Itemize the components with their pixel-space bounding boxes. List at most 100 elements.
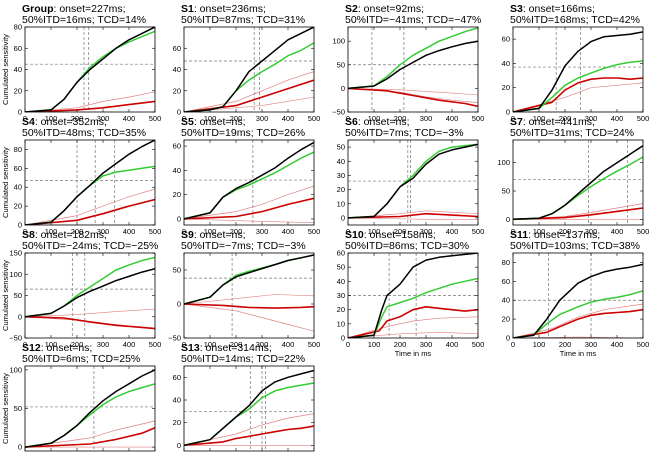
panel-title: S6: onset=ns; — [345, 116, 410, 128]
x-tick-label: 500 — [308, 227, 321, 236]
series-red-thin — [184, 303, 314, 332]
series-red-thin — [25, 188, 155, 225]
x-tick-label: 100 — [45, 227, 58, 236]
y-axis-label: Cumulated sensitivity — [1, 34, 10, 105]
series-group — [25, 140, 155, 225]
series-black — [513, 31, 643, 112]
y-tick-label: 0 — [177, 108, 181, 117]
y-tick-label: 60 — [337, 249, 345, 258]
series-red-thin — [513, 303, 643, 338]
x-tick-label: 500 — [149, 340, 162, 349]
series-green — [25, 30, 155, 112]
y-tick-label: 60 — [173, 373, 181, 382]
y-tick-label: −50 — [332, 108, 345, 117]
series-group — [184, 254, 314, 332]
x-tick-label: 0 — [511, 227, 515, 236]
y-tick-label: 30 — [337, 171, 345, 180]
series-group — [184, 369, 314, 447]
series-black — [184, 141, 314, 220]
panel-s2: S2: onset=92ms;50%ITD=−41ms; TCD=−47% 0 10… — [332, 3, 484, 123]
series-red-thin-lower — [184, 294, 314, 305]
x-tick-label: 400 — [123, 340, 136, 349]
y-tick-label: 60 — [14, 164, 22, 173]
panel-subtitle: 50%ITD=87ms; TCD=31% — [181, 14, 305, 26]
panel-title-bold: S1 — [181, 3, 194, 15]
x-tick-label: 300 — [585, 340, 598, 349]
y-tick-label: 50 — [337, 143, 345, 152]
x-tick-label: 400 — [446, 227, 459, 236]
x-axis-label: Time in ms — [395, 349, 432, 358]
x-tick-label: 100 — [533, 340, 546, 349]
x-tick-label: 400 — [282, 114, 295, 123]
x-tick-label: 100 — [533, 114, 546, 123]
panel-s6: S6: onset=ns;50%ITD=7ms; TCD=−3% 0 100 200 3… — [337, 116, 485, 236]
y-tick-label: 0 — [506, 334, 510, 343]
y-tick-label: 0 — [177, 214, 181, 223]
panel-title-rest: : onset=236ms; — [194, 3, 266, 15]
y-tick-label: 20 — [502, 83, 510, 92]
x-tick-label: 500 — [149, 227, 162, 236]
panel-s11: S11: onset=137ms;50%ITD=103ms; TCD=38% 0 1… — [502, 229, 650, 358]
x-tick-label: 100 — [368, 340, 381, 349]
x-tick-label: 100 — [368, 227, 381, 236]
x-tick-label: 200 — [394, 340, 407, 349]
panel-title: S4: onset=352ms; — [22, 116, 107, 128]
x-tick-label: 300 — [256, 227, 269, 236]
series-group — [25, 369, 155, 448]
x-tick-label: 500 — [637, 227, 650, 236]
panel-title-rest: : onset=137ms; — [528, 229, 600, 241]
x-tick-label: 100 — [204, 114, 217, 123]
x-tick-label: 0 — [23, 114, 27, 123]
y-tick-label: 40 — [337, 277, 345, 286]
series-black — [348, 40, 478, 90]
panel-subtitle: 50%ITD=−41ms; TCD=−47% — [345, 14, 481, 26]
y-tick-label: 50 — [337, 60, 345, 69]
series-black — [184, 254, 314, 305]
panel-title: S8: onset=182ms; — [22, 229, 107, 241]
x-tick-label: 300 — [97, 227, 110, 236]
y-tick-label: 60 — [502, 277, 510, 286]
x-tick-label: 100 — [368, 114, 381, 123]
series-group — [184, 141, 314, 223]
panel-title: S1: onset=236ms; — [181, 3, 266, 15]
x-tick-label: 200 — [230, 340, 243, 349]
axes-box — [183, 365, 315, 452]
panel-title-rest: : onset=ns; — [358, 116, 410, 128]
x-tick-label: 500 — [472, 114, 485, 123]
y-tick-label: 0 — [18, 443, 22, 452]
x-tick-label: 0 — [346, 227, 350, 236]
x-tick-label: 100 — [533, 227, 546, 236]
y-tick-label: 50 — [14, 291, 22, 300]
axes-box — [24, 252, 156, 339]
axes-box — [183, 139, 315, 226]
y-tick-label: 40 — [14, 183, 22, 192]
panel-title: S7: onset=441ms; — [510, 116, 595, 128]
x-tick-label: 400 — [123, 114, 136, 123]
axes-box — [512, 252, 644, 339]
panel-s10: S10: onset=158ms;50%ITD=86ms; TCD=30% 0 10… — [337, 229, 485, 358]
x-tick-label: 200 — [394, 114, 407, 123]
series-red-thick — [513, 207, 643, 221]
x-tick-label: 400 — [282, 227, 295, 236]
panel-title-rest: : onset=ns; — [194, 116, 246, 128]
y-tick-label: 0 — [506, 108, 510, 117]
series-black — [184, 369, 314, 447]
y-tick-label: 0 — [177, 300, 181, 309]
x-tick-label: 0 — [182, 114, 186, 123]
y-tick-label: 20 — [14, 202, 22, 211]
x-tick-label: 200 — [559, 114, 572, 123]
x-tick-label: 400 — [611, 340, 624, 349]
panel-title: Group: onset=227ms; — [22, 3, 126, 15]
axes-box — [183, 26, 315, 113]
x-tick-label: 200 — [394, 227, 407, 236]
panel-subtitle: 50%ITD=−24ms; TCD=−25% — [22, 240, 158, 252]
panel-subtitle: 50%ITD=7ms; TCD=−3% — [345, 127, 464, 139]
series-red-thick — [25, 198, 155, 225]
axes-box — [512, 26, 644, 113]
y-tick-label: 50 — [14, 404, 22, 413]
panel-title-rest: : onset=166ms; — [523, 3, 595, 15]
x-tick-label: 400 — [611, 227, 624, 236]
y-tick-label: 40 — [173, 166, 181, 175]
series-group — [25, 27, 155, 112]
